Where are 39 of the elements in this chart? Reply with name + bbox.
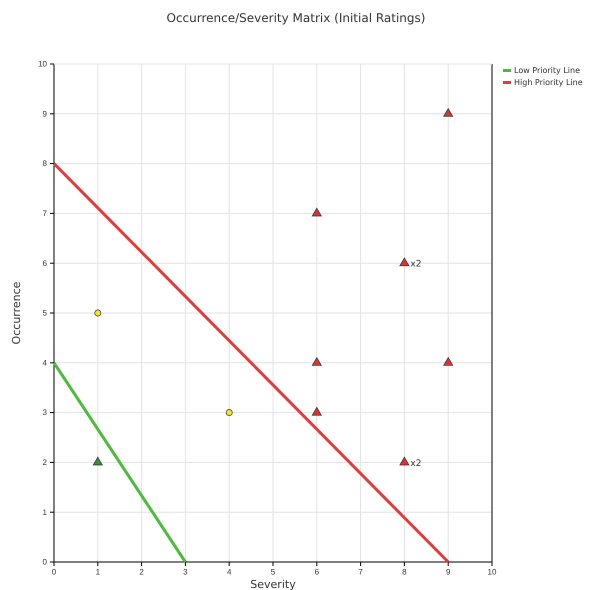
point [92,456,103,466]
x-tick-label: 6 [314,568,320,577]
x-tick-label: 10 [488,568,497,577]
annotation: x2 [410,260,422,270]
legend-label: Low Priority Line [514,66,580,75]
y-axis-title: Occurrence [10,281,23,344]
point [312,357,322,366]
point [399,258,410,266]
point [399,456,410,466]
y-tick-label: 4 [42,358,48,368]
point [226,409,233,416]
y-tick-label: 6 [42,258,48,268]
y-tick-label: 8 [42,159,48,168]
y-tick-label: 7 [42,208,48,218]
x-tick-label: 7 [358,568,364,577]
annotation: x2 [410,458,422,469]
chart-title: Occurrence/Severity Matrix (Initial Ratings) [166,11,426,25]
point [443,108,454,117]
x-tick-label: 4 [226,568,232,577]
y-tick-label: 5 [42,308,48,318]
x-tick-label: 9 [446,568,451,577]
point [443,357,454,366]
point [94,310,102,316]
y-tick-label: 9 [42,109,48,118]
legend-label: High Priority Line [514,78,583,87]
y-tick-label: 0 [42,558,48,567]
y-tick-label: 10 [38,60,48,69]
x-tick-label: 0 [52,568,57,577]
x-tick-label: 8 [402,568,408,577]
x-tick-label: 5 [270,568,276,577]
y-tick-label: 1 [42,508,48,517]
point [312,208,322,216]
x-tick-label: 3 [183,568,188,577]
y-tick-label: 3 [42,408,48,418]
x-tick-label: 2 [139,568,144,577]
x-tick-label: 1 [96,568,101,577]
y-tick-label: 2 [42,458,48,467]
point [312,406,322,416]
x-axis-title: Severity [250,578,296,590]
